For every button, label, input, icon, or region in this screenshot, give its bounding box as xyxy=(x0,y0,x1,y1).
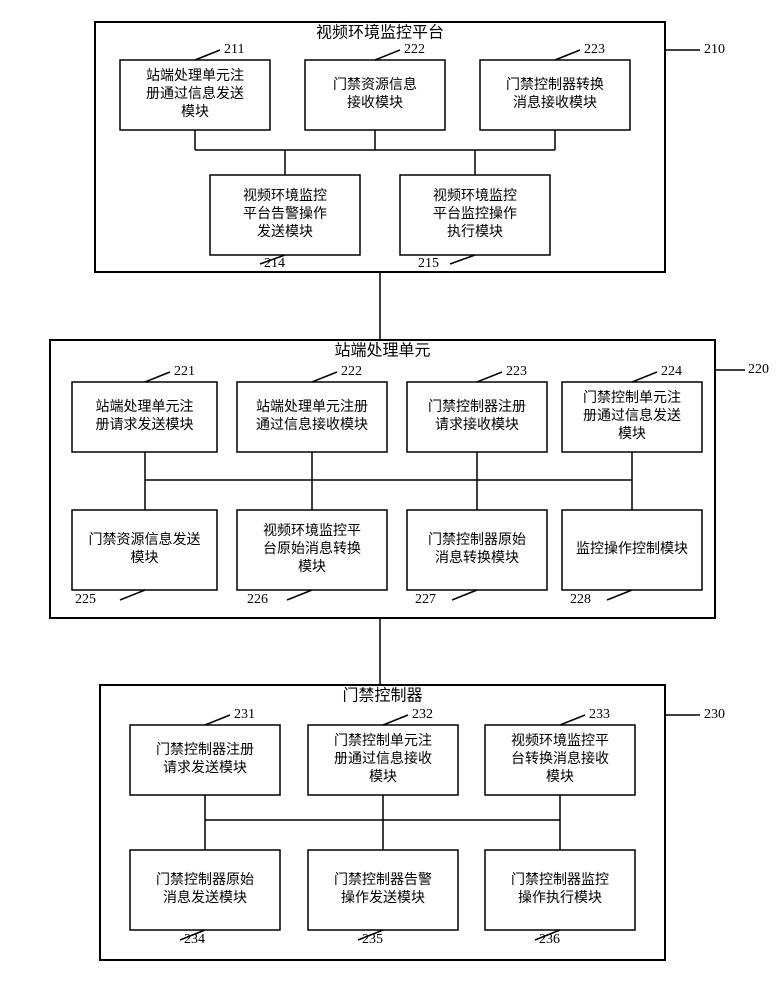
node-ref: 233 xyxy=(589,707,610,722)
node-ref: 226 xyxy=(247,592,268,607)
svg-text:监控操作控制模块: 监控操作控制模块 xyxy=(576,541,688,557)
n-224: 门禁控制单元注册通过信息发送模块 224 xyxy=(562,364,702,480)
node-ref: 231 xyxy=(234,707,255,722)
group-title: 站端处理单元 xyxy=(334,342,430,360)
svg-text:模块: 模块 xyxy=(181,104,209,120)
node-ref: 223 xyxy=(506,364,527,379)
svg-text:请求发送模块: 请求发送模块 xyxy=(163,760,247,776)
svg-text:通过信息接收模块: 通过信息接收模块 xyxy=(256,416,368,433)
svg-text:门禁控制器原始: 门禁控制器原始 xyxy=(156,872,254,888)
svg-text:台转换消息接收: 台转换消息接收 xyxy=(511,750,609,767)
svg-text:门禁控制器注册: 门禁控制器注册 xyxy=(156,742,254,758)
svg-text:视频环境监控: 视频环境监控 xyxy=(243,188,327,204)
node-ref: 236 xyxy=(539,932,560,947)
node-ref: 211 xyxy=(224,42,244,57)
svg-text:模块: 模块 xyxy=(131,550,159,566)
svg-text:门禁控制器原始: 门禁控制器原始 xyxy=(428,532,526,548)
node-ref: 215 xyxy=(418,256,439,271)
svg-text:台原始消息转换: 台原始消息转换 xyxy=(263,540,361,557)
node-ref: 232 xyxy=(412,707,433,722)
svg-text:发送模块: 发送模块 xyxy=(257,224,313,240)
n-221: 站端处理单元注册请求发送模块 221 xyxy=(72,364,217,480)
svg-text:消息转换模块: 消息转换模块 xyxy=(435,549,519,566)
n-225: 门禁资源信息发送模块 225 xyxy=(72,480,217,607)
svg-text:视频环境监控: 视频环境监控 xyxy=(433,188,517,204)
svg-text:门禁控制单元注: 门禁控制单元注 xyxy=(334,733,432,749)
svg-text:门禁控制器转换: 门禁控制器转换 xyxy=(506,76,604,93)
n-222a: 门禁资源信息接收模块 222 xyxy=(305,42,445,150)
diagram-root: 视频环境监控平台210站端处理单元注册通过信息发送模块211门禁资源信息接收模块… xyxy=(0,0,777,1000)
group-title: 视频环境监控平台 xyxy=(316,23,444,42)
n-235: 门禁控制器告警操作发送模块 235 xyxy=(308,820,458,947)
group-ref: 230 xyxy=(704,707,725,722)
svg-text:模块: 模块 xyxy=(298,559,326,575)
svg-text:册请求发送模块: 册请求发送模块 xyxy=(96,417,194,433)
svg-text:消息发送模块: 消息发送模块 xyxy=(163,889,247,906)
node-ref: 222 xyxy=(341,364,362,379)
svg-text:模块: 模块 xyxy=(546,769,574,785)
group-ref: 220 xyxy=(748,362,769,377)
node-ref: 234 xyxy=(184,932,205,947)
group-title: 门禁控制器 xyxy=(342,687,422,705)
n-226: 视频环境监控平台原始消息转换模块 226 xyxy=(237,480,387,607)
svg-text:视频环境监控平: 视频环境监控平 xyxy=(263,523,361,539)
svg-text:模块: 模块 xyxy=(369,769,397,785)
n-223b: 门禁控制器注册请求接收模块 223 xyxy=(407,364,547,480)
svg-text:接收模块: 接收模块 xyxy=(347,94,403,111)
svg-text:平台监控操作: 平台监控操作 xyxy=(433,206,517,222)
n-227: 门禁控制器原始消息转换模块 227 xyxy=(407,480,547,607)
node-ref: 214 xyxy=(264,256,285,271)
group-ref: 210 xyxy=(704,42,725,57)
svg-text:请求接收模块: 请求接收模块 xyxy=(435,416,519,433)
node-ref: 221 xyxy=(174,364,195,379)
svg-text:册通过信息接收: 册通过信息接收 xyxy=(334,750,432,767)
n-222b: 站端处理单元注册通过信息接收模块 222 xyxy=(237,364,387,480)
g-210: 视频环境监控平台 210 站端处理单元注册通过信息发送模块 211 门禁资源信息接收模块… xyxy=(95,22,725,272)
node-ref: 235 xyxy=(362,932,383,947)
svg-text:门禁资源信息: 门禁资源信息 xyxy=(333,76,417,93)
svg-text:执行模块: 执行模块 xyxy=(447,224,503,240)
node-ref: 228 xyxy=(570,592,591,607)
svg-text:册通过信息发送: 册通过信息发送 xyxy=(583,407,681,424)
svg-text:门禁控制器注册: 门禁控制器注册 xyxy=(428,399,526,415)
node-ref: 222 xyxy=(404,42,425,57)
svg-text:门禁资源信息发送: 门禁资源信息发送 xyxy=(89,531,201,548)
n-232: 门禁控制单元注册通过信息接收模块 232 xyxy=(308,707,458,820)
n-215: 视频环境监控平台监控操作执行模块 215 xyxy=(400,150,550,271)
svg-text:平台告警操作: 平台告警操作 xyxy=(243,206,327,222)
svg-text:操作发送模块: 操作发送模块 xyxy=(341,890,425,906)
node-ref: 223 xyxy=(584,42,605,57)
svg-text:站端处理单元注: 站端处理单元注 xyxy=(146,68,244,84)
n-211: 站端处理单元注册通过信息发送模块 211 xyxy=(120,42,270,150)
svg-text:站端处理单元注: 站端处理单元注 xyxy=(96,399,194,415)
g-220: 站端处理单元 220 站端处理单元注册请求发送模块 221 站端处理单元注册通过信息接收… xyxy=(50,340,769,618)
n-228: 监控操作控制模块 228 xyxy=(562,480,702,607)
svg-text:消息接收模块: 消息接收模块 xyxy=(513,94,597,111)
svg-text:模块: 模块 xyxy=(618,426,646,442)
n-223a: 门禁控制器转换消息接收模块 223 xyxy=(480,42,630,150)
node-ref: 227 xyxy=(415,592,436,607)
n-231: 门禁控制器注册请求发送模块 231 xyxy=(130,707,280,820)
svg-text:操作执行模块: 操作执行模块 xyxy=(518,890,602,906)
n-236: 门禁控制器监控操作执行模块 236 xyxy=(485,820,635,947)
svg-text:站端处理单元注册: 站端处理单元注册 xyxy=(256,399,368,415)
node-ref: 225 xyxy=(75,592,96,607)
svg-text:视频环境监控平: 视频环境监控平 xyxy=(511,733,609,749)
svg-text:册通过信息发送: 册通过信息发送 xyxy=(146,85,244,102)
n-214: 视频环境监控平台告警操作发送模块 214 xyxy=(210,150,360,271)
svg-text:门禁控制器监控: 门禁控制器监控 xyxy=(511,872,609,888)
n-233: 视频环境监控平台转换消息接收模块 233 xyxy=(485,707,635,820)
svg-text:门禁控制器告警: 门禁控制器告警 xyxy=(334,872,432,888)
svg-text:门禁控制单元注: 门禁控制单元注 xyxy=(583,390,681,406)
node-ref: 224 xyxy=(661,364,682,379)
g-230: 门禁控制器230门禁控制器注册请求发送模块231门禁控制单元注册通过信息接收模块… xyxy=(100,685,725,960)
n-234: 门禁控制器原始消息发送模块 234 xyxy=(130,820,280,947)
